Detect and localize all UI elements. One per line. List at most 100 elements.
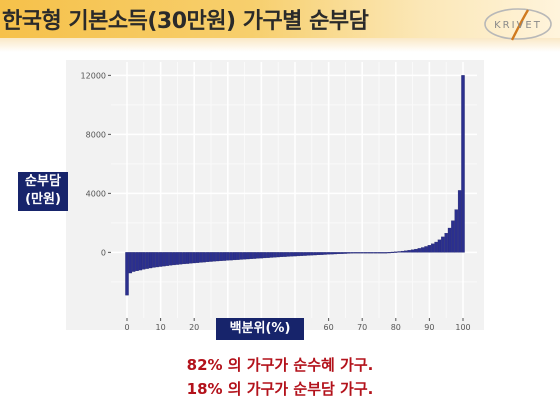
x-tick-label: 80 (391, 323, 401, 332)
x-tick-label: 60 (324, 323, 334, 332)
bar-percentile-13 (168, 252, 173, 266)
bar-percentile-59 (323, 252, 327, 255)
bar-percentile-77 (384, 252, 388, 254)
bar-percentile-14 (172, 252, 176, 266)
bar-percentile-10 (158, 252, 163, 267)
bar-percentile-60 (326, 252, 331, 255)
x-axis-label: 백분위(%) (216, 318, 304, 340)
bar-percentile-45 (276, 252, 280, 258)
bar-percentile-88 (420, 247, 425, 253)
bar-percentile-31 (229, 252, 233, 261)
y-tick-label: 0 (101, 248, 106, 257)
bar-percentile-20 (192, 252, 196, 264)
bar-percentile-3 (135, 252, 139, 271)
bar-percentile-26 (212, 252, 217, 262)
bar-percentile-91 (431, 243, 435, 253)
logo-ring (484, 8, 552, 40)
bar-percentile-72 (367, 252, 371, 254)
logo-swoosh (510, 9, 530, 41)
bar-percentile-7 (148, 252, 153, 269)
bar-percentile-18 (185, 252, 190, 264)
bar-percentile-95 (444, 233, 448, 253)
bar-percentile-17 (182, 252, 186, 265)
bar-percentile-30 (226, 252, 230, 261)
bar-percentile-73 (370, 252, 374, 254)
bar-percentile-55 (310, 252, 314, 256)
bar-percentile-99 (457, 190, 462, 253)
bar-percentile-83 (404, 250, 408, 253)
bar-percentile-79 (390, 251, 395, 253)
bar-percentile-97 (451, 220, 455, 253)
bar-percentile-81 (397, 251, 401, 253)
bar-percentile-56 (313, 252, 317, 256)
bar-percentile-19 (189, 252, 193, 264)
bar-percentile-75 (377, 252, 381, 254)
bar-percentile-76 (380, 252, 385, 254)
krivet-logo: KRIVET (484, 8, 552, 41)
bar-percentile-16 (179, 252, 183, 265)
x-tick-label: 10 (156, 323, 166, 332)
logo-text: KRIVET (494, 20, 542, 31)
bar-percentile-8 (152, 252, 156, 268)
bar-percentile-21 (195, 252, 200, 263)
y-axis-label: 순부담 (만원) (18, 172, 68, 211)
bar-percentile-24 (205, 252, 210, 262)
bar-percentile-34 (239, 252, 243, 260)
bar-percentile-86 (414, 248, 418, 253)
bar-percentile-5 (142, 252, 146, 270)
bar-percentile-29 (222, 252, 227, 261)
bar-percentile-48 (286, 252, 290, 257)
x-tick-label: 100 (455, 323, 470, 332)
bar-percentile-57 (316, 252, 321, 256)
bar-percentile-53 (303, 252, 307, 256)
x-tick-label: 90 (424, 323, 434, 332)
bar-percentile-71 (363, 252, 368, 254)
grid-lines (111, 62, 477, 318)
x-tick-label: 70 (357, 323, 367, 332)
bar-percentile-1 (128, 252, 133, 274)
bar-percentile-44 (273, 252, 277, 258)
bar-percentile-2 (132, 252, 136, 272)
bar-percentile-50 (293, 252, 297, 257)
bar-percentile-46 (279, 252, 284, 257)
bar-percentile-4 (138, 252, 143, 271)
bar-percentile-82 (400, 250, 405, 253)
x-tick-label: 0 (124, 323, 129, 332)
bar-percentile-80 (394, 251, 398, 253)
bar-percentile-65 (343, 252, 348, 254)
bar-percentile-9 (155, 252, 159, 268)
bar-percentile-49 (289, 252, 294, 257)
bar-percentile-70 (360, 252, 364, 254)
y-tick-label: 4000 (86, 189, 106, 198)
bar-percentile-6 (145, 252, 149, 269)
bar-percentile-39 (256, 252, 260, 259)
note-net-beneficiary: 82% 의 가구가 순수혜 가구. (186, 356, 374, 374)
bar-percentile-36 (246, 252, 250, 260)
bar-percentile-37 (249, 252, 254, 259)
bar-percentile-23 (202, 252, 206, 263)
bar-percentile-94 (441, 236, 445, 253)
bar-percentile-69 (357, 252, 361, 254)
slide-title: 한국형 기본소득(30만원) 가구별 순부담 (2, 9, 369, 34)
bar-percentile-61 (330, 252, 334, 255)
title-banner-shadow (0, 38, 560, 52)
bar-percentile-62 (333, 252, 338, 255)
bar-percentile-40 (259, 252, 264, 259)
bar-percentile-22 (199, 252, 203, 263)
bar-percentile-28 (219, 252, 223, 261)
bar-percentile-38 (252, 252, 257, 259)
bar-series (125, 75, 465, 296)
bar-percentile-32 (232, 252, 237, 261)
bar-percentile-92 (434, 241, 438, 253)
bar-percentile-25 (209, 252, 213, 262)
bar-percentile-43 (269, 252, 274, 258)
note-net-burden: 18% 의 가구가 순부담 가구. (186, 380, 374, 398)
bar-percentile-12 (165, 252, 170, 266)
bar-percentile-54 (306, 252, 311, 256)
bar-percentile-90 (427, 245, 432, 253)
bar-percentile-68 (353, 252, 358, 254)
bar-percentile-35 (242, 252, 247, 260)
bar-percentile-51 (296, 252, 301, 257)
bar-percentile-11 (162, 252, 166, 267)
